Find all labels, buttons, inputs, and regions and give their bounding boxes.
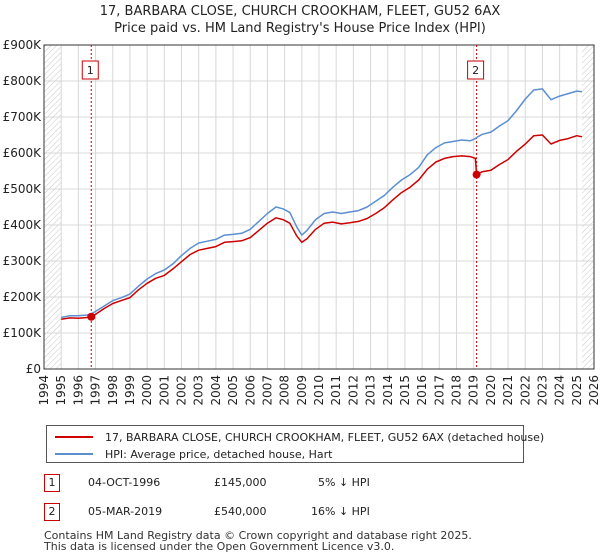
sale-point-2 [472, 170, 481, 179]
x-tick-label: 2005 [226, 375, 240, 406]
legend-label-hpi: HPI: Average price, detached house, Hart [105, 447, 333, 461]
x-tick-label: 2011 [329, 375, 343, 406]
x-tick-label: 2006 [243, 375, 257, 406]
sale-label-2: 2 [472, 64, 479, 77]
y-tick-label: £900K [3, 38, 43, 52]
x-tick-label: 2025 [570, 375, 584, 406]
x-tick-label: 2014 [381, 375, 395, 406]
sale-hpi-change-2: 16% ↓ HPI [311, 505, 370, 518]
property-price-line [61, 134, 583, 321]
sale-hpi-change-1: 5% ↓ HPI [318, 476, 370, 489]
y-tick-label: £800K [3, 74, 43, 88]
x-tick-label: 2008 [278, 375, 292, 406]
x-tick-label: 2017 [432, 375, 446, 406]
x-tick-label: 2024 [553, 375, 567, 406]
x-tick-label: 2001 [157, 375, 171, 406]
price-chart: 17, BARBARA CLOSE, CHURCH CROOKHAM, FLEE… [3, 4, 600, 406]
chart-legend: 17, BARBARA CLOSE, CHURCH CROOKHAM, FLEE… [46, 425, 544, 463]
sale-label-1: 1 [87, 64, 94, 77]
legend-item-hpi: HPI: Average price, detached house, Hart [55, 446, 332, 462]
y-tick-label: £200K [3, 290, 43, 304]
sale-label-box-2 [467, 60, 485, 80]
footer-copyright: Contains HM Land Registry data © Crown c… [44, 529, 472, 542]
x-tick-label: 2010 [312, 375, 326, 406]
x-tick-label: 1999 [123, 375, 137, 406]
y-tick-label: £500K [3, 182, 43, 196]
plot-frame [43, 44, 595, 370]
x-tick-label: 2015 [398, 375, 412, 406]
y-tick-label: £700K [3, 110, 43, 124]
x-tick-label: 2018 [450, 375, 464, 406]
legend-item-property: 17, BARBARA CLOSE, CHURCH CROOKHAM, FLEE… [55, 429, 544, 445]
no-data-region-start [44, 45, 62, 369]
sale-marker-badge-2: 2 [44, 503, 60, 521]
footer-licence: This data is licensed under the Open Gov… [44, 540, 395, 553]
y-tick-label: £100K [3, 326, 43, 340]
x-tick-label: 2002 [175, 375, 189, 406]
x-tick-label: 2004 [209, 375, 223, 406]
x-tick-label: 2022 [518, 375, 532, 406]
sale-price-2: £540,000 [214, 505, 267, 518]
x-tick-label: 2009 [295, 375, 309, 406]
x-tick-label: 2003 [192, 375, 206, 406]
chart-title: 17, BARBARA CLOSE, CHURCH CROOKHAM, FLEE… [100, 4, 501, 19]
x-tick-label: 1994 [37, 375, 51, 406]
legend-label-property: 17, BARBARA CLOSE, CHURCH CROOKHAM, FLEE… [105, 430, 545, 444]
sale-date-2: 05-MAR-2019 [88, 505, 163, 518]
y-tick-label: £600K [3, 146, 43, 160]
y-tick-label: £0 [26, 362, 41, 376]
x-tick-label: 2007 [260, 375, 274, 406]
x-tick-label: 1998 [106, 375, 120, 406]
y-tick-label: £300K [3, 254, 43, 268]
no-data-region-end [581, 45, 594, 369]
x-tick-label: 2023 [535, 375, 549, 406]
x-tick-label: 2013 [364, 375, 378, 406]
x-tick-label: 2000 [140, 375, 154, 406]
sale-date-1: 04-OCT-1996 [88, 476, 161, 489]
legend-swatch-hpi [55, 453, 93, 455]
x-tick-label: 2019 [467, 375, 481, 406]
sale-marker-badge-1: 1 [44, 474, 60, 492]
x-tick-label: 1997 [89, 375, 103, 406]
hpi-line [61, 88, 583, 319]
chart-subtitle: Price paid vs. HM Land Registry's House … [114, 21, 486, 36]
x-tick-label: 2021 [501, 375, 515, 406]
x-tick-label: 2012 [346, 375, 360, 406]
sale-price-1: £145,000 [214, 476, 267, 489]
x-tick-label: 2016 [415, 375, 429, 406]
x-tick-label: 1995 [54, 375, 68, 406]
x-tick-label: 2026 [587, 375, 600, 406]
y-tick-label: £400K [3, 218, 43, 232]
footer: Contains HM Land Registry data © Crown c… [44, 530, 472, 552]
x-tick-label: 2020 [484, 375, 498, 406]
sale-point-1 [87, 312, 96, 321]
legend-swatch-property [55, 436, 93, 438]
sale-label-box-1 [81, 60, 99, 80]
x-tick-label: 1996 [71, 375, 85, 406]
